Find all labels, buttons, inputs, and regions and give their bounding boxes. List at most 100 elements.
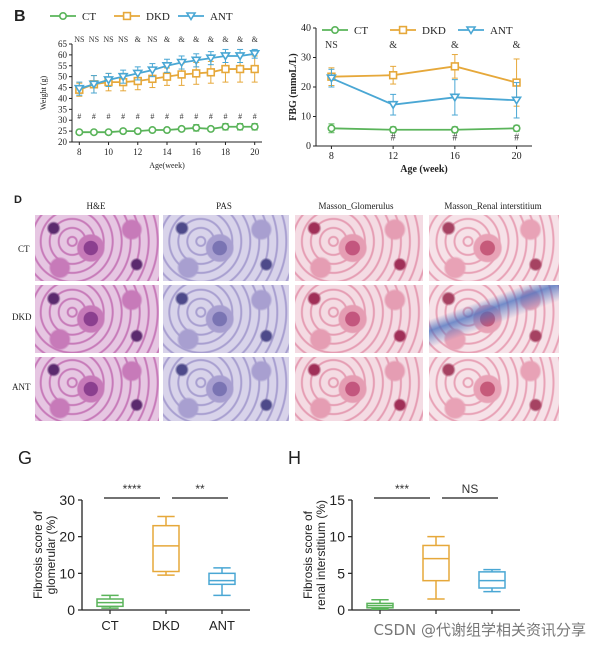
histology-image bbox=[34, 356, 160, 422]
interstitium-boxplot: 0 5 10 15 Fibrosis score of renal interstitiu… bbox=[290, 470, 540, 640]
weight-xtick-label: 18 bbox=[221, 147, 231, 157]
weight-ytick-label: 65 bbox=[58, 39, 68, 49]
weight-point-ct bbox=[221, 122, 230, 131]
weight-xtick-label: 10 bbox=[104, 147, 114, 157]
weight-sig-top: & bbox=[252, 35, 259, 44]
fbg-xtick-label: 12 bbox=[388, 151, 398, 162]
weight-sig-bottom: # bbox=[92, 112, 96, 121]
fbg-xtick-label: 20 bbox=[512, 151, 522, 162]
weight-chart: CT DKD ANT 20 25 30 35 40 45 50 55 60 65 8 10 12 14 16 18 2… bbox=[30, 6, 270, 186]
weight-sig-bottom: # bbox=[223, 112, 227, 121]
glomerular-category-label: ANT bbox=[209, 618, 235, 633]
fbg-point-ct bbox=[450, 125, 459, 134]
fbg-point-ant bbox=[325, 74, 337, 84]
weight-ytick-label: 40 bbox=[58, 93, 68, 103]
legend-label-dkd: DKD bbox=[422, 25, 446, 37]
legend-marker-ant bbox=[185, 12, 197, 22]
fbg-xtick-label: 16 bbox=[450, 151, 460, 162]
fbg-ytick-label: 30 bbox=[301, 53, 311, 64]
fbg-chart-svg: CT DKD ANT 0 10 20 30 40 8 12 16 20 Age (week) FBG (m… bbox=[288, 23, 532, 175]
weight-sig-top: & bbox=[193, 35, 200, 44]
weight-sig-top: NS bbox=[74, 35, 84, 44]
histology-image bbox=[294, 284, 424, 354]
weight-point-dkd bbox=[221, 64, 230, 74]
interstitium-ytick-label: 5 bbox=[337, 565, 345, 581]
fbg-sig-bottom: # bbox=[452, 133, 457, 144]
legend-marker-dkd bbox=[398, 25, 408, 35]
legend-marker-dkd bbox=[122, 11, 132, 21]
histology-image bbox=[162, 356, 290, 422]
panel-letter-h: H bbox=[288, 448, 301, 468]
weight-point-dkd bbox=[206, 68, 216, 77]
histo-col-pas: PAS bbox=[216, 201, 232, 211]
histo-row-dkd: DKD bbox=[12, 312, 32, 322]
weight-point-ct bbox=[133, 127, 142, 136]
glomerular-boxplot: 0 10 20 30 Fibrosis score of glomerular (%) CT… bbox=[20, 470, 270, 640]
weight-xtick-label: 20 bbox=[250, 147, 260, 157]
panel-letter-b: B bbox=[14, 8, 26, 25]
interstitium-ylabel-line1: Fibrosis score of bbox=[301, 510, 315, 599]
weight-sig-bottom: # bbox=[194, 112, 198, 121]
fbg-ytick-label: 40 bbox=[301, 23, 311, 34]
histology-image bbox=[34, 284, 160, 354]
weight-ytick-label: 55 bbox=[58, 61, 68, 71]
glomerular-box-ant bbox=[208, 572, 236, 586]
glomerular-ylabel-line2: glomerular (%) bbox=[44, 516, 58, 595]
weight-point-dkd bbox=[250, 64, 259, 74]
weight-sig-top: NS bbox=[147, 35, 157, 44]
histology-image bbox=[162, 214, 290, 282]
weight-point-ct bbox=[236, 122, 245, 131]
weight-sig-top: NS bbox=[89, 35, 99, 44]
weight-point-ct bbox=[104, 128, 113, 137]
interstitium-ytick-label: 10 bbox=[329, 529, 345, 545]
weight-xtick-label: 16 bbox=[192, 147, 202, 157]
weight-sig-top: & bbox=[178, 35, 185, 44]
weight-sig-bottom: # bbox=[253, 112, 257, 121]
weight-point-ant bbox=[249, 49, 261, 59]
weight-point-ct bbox=[163, 126, 172, 135]
glomerular-ytick-label: 0 bbox=[67, 602, 75, 618]
fbg-ytick-label: 20 bbox=[301, 82, 311, 93]
histology-image bbox=[162, 284, 290, 354]
interstitium-ytick-label: 15 bbox=[329, 492, 345, 508]
fbg-ylabel: FBG (mmoL/L) bbox=[288, 53, 299, 121]
fbg-xtick-label: 8 bbox=[329, 151, 334, 162]
weight-point-ant bbox=[205, 54, 217, 64]
legend-marker-ant bbox=[465, 26, 477, 36]
legend-marker-ct bbox=[330, 26, 339, 35]
panel-letter-d: D bbox=[14, 194, 22, 206]
panel-letter-g: G bbox=[18, 448, 33, 468]
glomerular-ytick-label: 30 bbox=[59, 492, 75, 508]
weight-sig-bottom: # bbox=[238, 112, 242, 121]
weight-point-dkd bbox=[177, 70, 186, 79]
legend-label-ct: CT bbox=[354, 25, 368, 37]
weight-point-dkd bbox=[162, 72, 172, 81]
histo-col-masson-ren: Masson_Renal interstitium bbox=[444, 201, 542, 211]
glomerular-category-label: CT bbox=[101, 618, 118, 633]
fbg-sig-top: & bbox=[451, 40, 459, 51]
weight-sig-bottom: # bbox=[180, 112, 184, 121]
interstitium-ylabel-line2: renal interstitium (%) bbox=[314, 500, 328, 610]
weight-xlabel: Age(week) bbox=[149, 161, 185, 170]
histology-image bbox=[294, 214, 424, 282]
fbg-point-ant bbox=[511, 96, 523, 106]
weight-point-ant bbox=[176, 58, 188, 68]
weight-sig-top: NS bbox=[118, 35, 128, 44]
glomerular-ytick-label: 20 bbox=[59, 529, 75, 545]
interstitium-sig-label: NS bbox=[462, 482, 479, 496]
weight-point-ant bbox=[132, 69, 144, 79]
legend-label-ant: ANT bbox=[490, 25, 513, 37]
fbg-line-ct bbox=[331, 127, 517, 131]
weight-point-ct bbox=[250, 122, 259, 131]
fbg-line-dkd bbox=[331, 65, 517, 84]
weight-sig-top: & bbox=[164, 35, 171, 44]
weight-ytick-label: 35 bbox=[58, 104, 68, 114]
weight-point-ct bbox=[119, 127, 128, 136]
weight-point-ant bbox=[190, 56, 202, 66]
weight-sig-top: & bbox=[208, 35, 215, 44]
fbg-chart: CT DKD ANT 0 10 20 30 40 8 12 16 20 Age (week) FBG (m… bbox=[286, 16, 546, 186]
fbg-xlabel: Age (week) bbox=[400, 164, 447, 175]
weight-point-ant bbox=[73, 84, 85, 94]
fbg-sig-bottom: # bbox=[391, 133, 396, 144]
